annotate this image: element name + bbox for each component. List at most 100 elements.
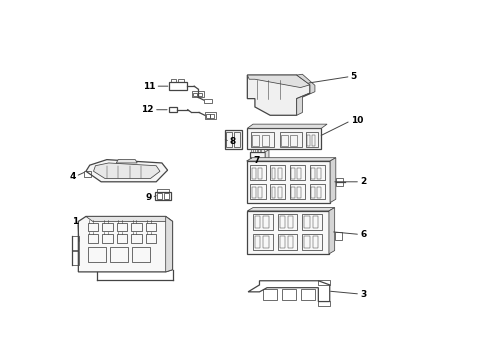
- Bar: [178, 79, 184, 82]
- Polygon shape: [265, 150, 269, 162]
- Bar: [164, 193, 169, 199]
- Polygon shape: [247, 75, 310, 87]
- Bar: [157, 189, 169, 192]
- Bar: [250, 165, 266, 180]
- Bar: [110, 247, 128, 262]
- Bar: [297, 187, 301, 198]
- Bar: [234, 132, 240, 148]
- Polygon shape: [247, 211, 329, 254]
- Bar: [271, 168, 275, 179]
- Bar: [206, 114, 210, 118]
- Bar: [297, 168, 301, 179]
- Polygon shape: [166, 216, 172, 272]
- Bar: [310, 165, 325, 180]
- Text: 2: 2: [360, 177, 367, 186]
- Bar: [205, 112, 216, 118]
- Polygon shape: [246, 158, 336, 161]
- Bar: [290, 135, 297, 146]
- Bar: [194, 93, 197, 96]
- Polygon shape: [224, 130, 242, 149]
- Bar: [311, 168, 315, 179]
- Bar: [263, 288, 276, 300]
- Bar: [117, 223, 127, 231]
- Bar: [317, 187, 321, 198]
- Bar: [204, 99, 212, 103]
- Bar: [302, 234, 322, 250]
- Bar: [171, 79, 176, 82]
- Bar: [307, 135, 310, 146]
- Text: 3: 3: [360, 289, 367, 298]
- Bar: [278, 187, 282, 198]
- Polygon shape: [116, 159, 137, 163]
- Bar: [282, 288, 295, 300]
- Bar: [312, 135, 315, 146]
- Bar: [280, 236, 285, 248]
- Bar: [304, 216, 310, 228]
- Bar: [146, 223, 156, 231]
- Text: 7: 7: [253, 156, 260, 165]
- Polygon shape: [86, 216, 172, 221]
- Bar: [270, 165, 285, 180]
- Bar: [251, 132, 274, 147]
- Bar: [253, 125, 263, 128]
- Bar: [280, 216, 285, 228]
- Polygon shape: [78, 216, 172, 272]
- Bar: [157, 193, 162, 199]
- Bar: [226, 132, 232, 148]
- Bar: [254, 149, 257, 152]
- Bar: [280, 132, 302, 147]
- Text: 1: 1: [72, 217, 78, 226]
- Bar: [198, 93, 202, 96]
- Bar: [301, 288, 315, 300]
- Polygon shape: [246, 161, 330, 203]
- Bar: [258, 187, 262, 198]
- Bar: [72, 236, 79, 250]
- Bar: [290, 184, 305, 199]
- Bar: [261, 149, 264, 152]
- Bar: [288, 236, 294, 248]
- Bar: [155, 192, 171, 200]
- Text: 5: 5: [351, 72, 357, 81]
- Bar: [117, 234, 127, 243]
- Text: 6: 6: [360, 230, 367, 239]
- Polygon shape: [247, 75, 310, 115]
- Bar: [252, 135, 259, 146]
- Bar: [306, 132, 318, 147]
- Text: 4: 4: [69, 172, 75, 181]
- Bar: [253, 214, 273, 230]
- Bar: [88, 247, 106, 262]
- Bar: [292, 187, 295, 198]
- Polygon shape: [247, 124, 327, 128]
- Bar: [278, 214, 297, 230]
- Bar: [255, 236, 260, 248]
- Polygon shape: [247, 128, 321, 149]
- Text: 12: 12: [142, 105, 154, 114]
- Bar: [253, 234, 273, 250]
- Bar: [170, 82, 187, 90]
- Bar: [304, 236, 310, 248]
- Polygon shape: [297, 74, 315, 115]
- Text: 9: 9: [145, 193, 151, 202]
- Bar: [252, 187, 256, 198]
- Bar: [84, 171, 91, 177]
- Bar: [290, 165, 305, 180]
- Bar: [262, 135, 269, 146]
- Bar: [287, 125, 296, 128]
- Bar: [313, 216, 318, 228]
- Bar: [146, 234, 156, 243]
- Bar: [270, 125, 279, 128]
- Bar: [263, 216, 269, 228]
- Bar: [288, 216, 294, 228]
- Bar: [318, 280, 330, 285]
- Bar: [192, 91, 204, 97]
- Bar: [302, 214, 322, 230]
- Bar: [252, 168, 256, 179]
- Bar: [317, 168, 321, 179]
- Bar: [102, 234, 113, 243]
- Bar: [258, 168, 262, 179]
- Bar: [292, 168, 295, 179]
- Polygon shape: [86, 159, 168, 182]
- Polygon shape: [247, 208, 335, 211]
- Bar: [211, 114, 214, 118]
- Bar: [131, 223, 142, 231]
